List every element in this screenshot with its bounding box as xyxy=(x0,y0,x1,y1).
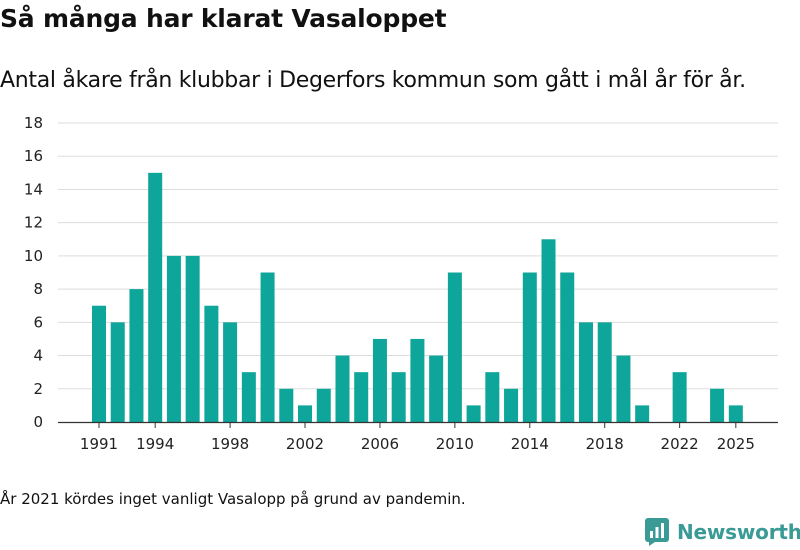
bar-chart-logo-icon xyxy=(645,518,669,546)
bar-1992 xyxy=(110,322,125,422)
y-tick-label: 18 xyxy=(24,114,43,132)
bar-2006 xyxy=(372,338,387,422)
bar-2016 xyxy=(560,272,575,422)
x-tick-label: 2018 xyxy=(586,435,624,453)
bar-1997 xyxy=(204,305,219,422)
x-tick-label: 2014 xyxy=(511,435,549,453)
bar-2022 xyxy=(672,372,687,422)
bar-1991 xyxy=(92,305,106,422)
footnote: År 2021 kördes inget vanligt Vasalopp på… xyxy=(0,490,466,508)
x-tick-label: 2006 xyxy=(361,435,399,453)
bar-2003 xyxy=(316,388,331,422)
bar-2007 xyxy=(391,372,406,422)
bar-2015 xyxy=(541,239,556,422)
x-tick-label: 2022 xyxy=(661,435,699,453)
bar-2025 xyxy=(728,405,743,422)
y-tick-label: 2 xyxy=(33,380,43,398)
x-tick-label: 1998 xyxy=(211,435,249,453)
x-tick-label: 2025 xyxy=(717,435,755,453)
bar-2018 xyxy=(597,322,612,422)
bar-2009 xyxy=(429,355,444,422)
bar-1999 xyxy=(241,372,256,422)
bar-2020 xyxy=(635,405,650,422)
chart-subtitle: Antal åkare från klubbar i Degerfors kom… xyxy=(0,68,746,93)
bar-2012 xyxy=(485,372,500,422)
bar-1993 xyxy=(129,289,144,422)
x-tick-label: 2002 xyxy=(286,435,324,453)
x-tick-label: 2010 xyxy=(436,435,474,453)
bar-1994 xyxy=(148,172,163,422)
bar-1998 xyxy=(223,322,238,422)
y-tick-label: 4 xyxy=(33,347,43,365)
brand-name: Newsworthy xyxy=(677,520,800,544)
bar-2008 xyxy=(410,338,425,422)
x-tick-label: 1991 xyxy=(80,435,118,453)
bar-2024 xyxy=(710,388,725,422)
bar-2010 xyxy=(447,272,462,422)
x-tick-label: 1994 xyxy=(136,435,174,453)
bar-2000 xyxy=(260,272,275,422)
bar-1995 xyxy=(166,255,181,422)
bar-2004 xyxy=(335,355,350,422)
bar-2014 xyxy=(522,272,537,422)
y-tick-label: 14 xyxy=(24,180,43,198)
y-tick-label: 16 xyxy=(24,147,43,165)
bar-2019 xyxy=(616,355,631,422)
y-tick-label: 10 xyxy=(24,247,43,265)
y-tick-label: 12 xyxy=(24,214,43,232)
bar-2002 xyxy=(298,405,313,422)
bar-2005 xyxy=(354,372,369,422)
y-tick-label: 0 xyxy=(33,413,43,431)
bar-2017 xyxy=(578,322,593,422)
y-tick-label: 8 xyxy=(33,280,43,298)
bar-2013 xyxy=(504,388,519,422)
newsworthy-logo: Newsworthy xyxy=(645,517,800,547)
bar-2011 xyxy=(466,405,481,422)
y-tick-label: 6 xyxy=(33,313,43,331)
bar-2001 xyxy=(279,388,294,422)
bar-1996 xyxy=(185,255,200,422)
chart-title: Så många har klarat Vasaloppet xyxy=(0,4,447,33)
